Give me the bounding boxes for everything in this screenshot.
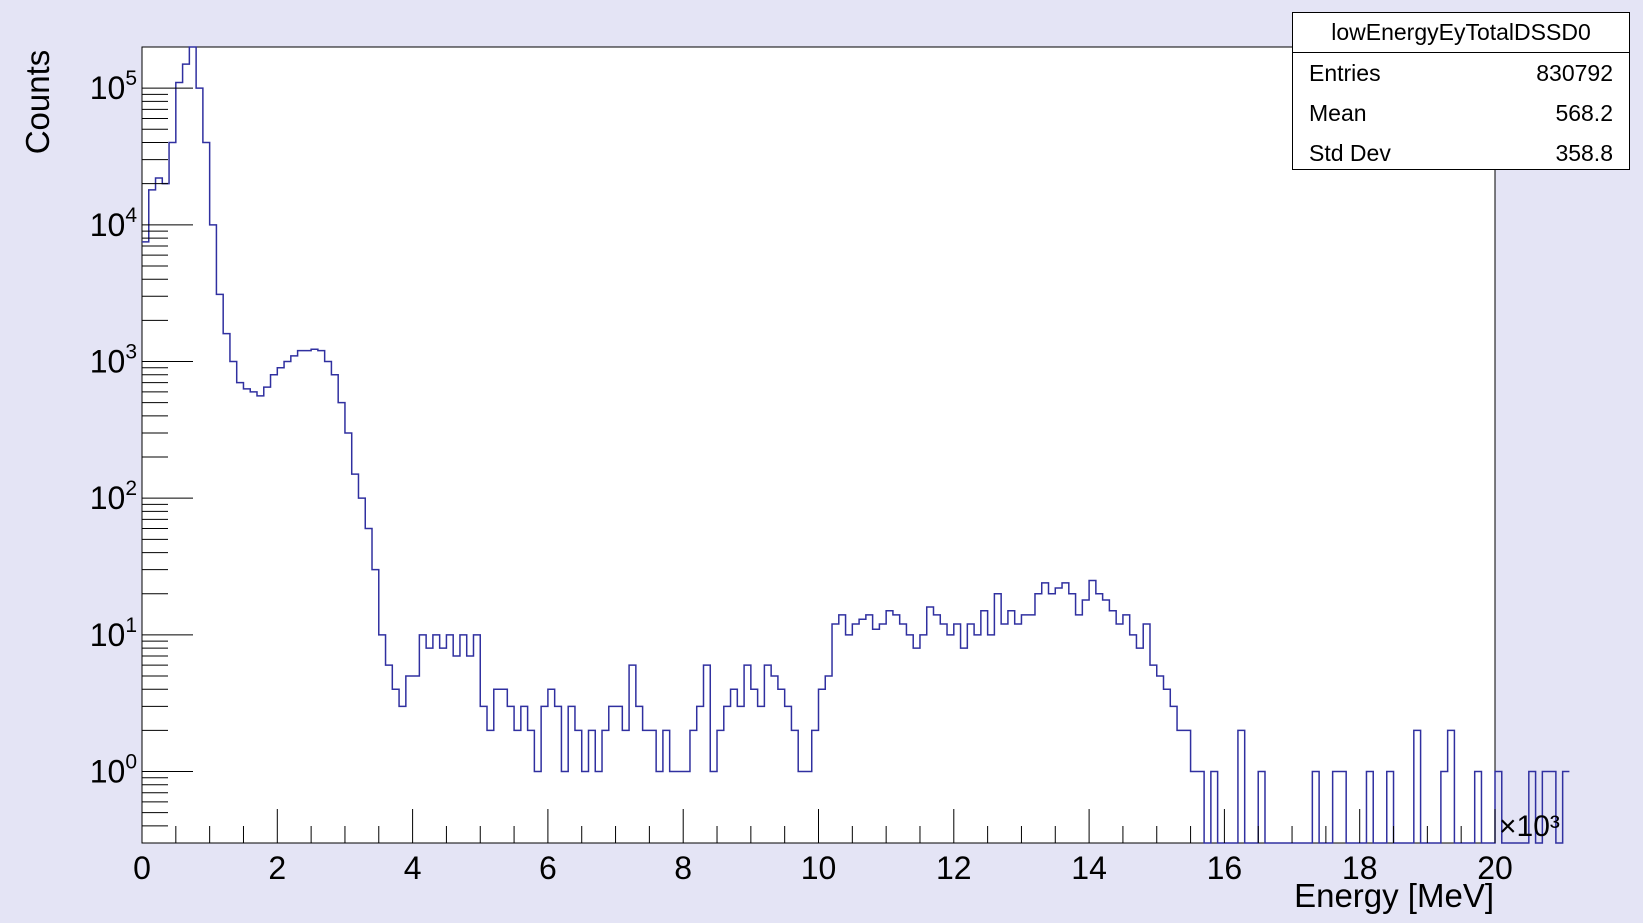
axes: 0 2 4 6 8 10 12 14 16 18 20 100 101 102 103 104 105 [90, 46, 1513, 886]
y-tick-label: 101 [90, 614, 137, 653]
y-tick-label: 102 [90, 477, 137, 516]
x-tick-label: 14 [1071, 850, 1107, 886]
stats-mean-value: 568.2 [1555, 100, 1613, 126]
x-tick-label: 10 [801, 850, 837, 886]
stats-entries-label: Entries [1309, 60, 1381, 86]
x-axis-multiplier: ×10³ [1499, 810, 1560, 843]
stats-mean-label: Mean [1309, 100, 1367, 126]
x-axis-title: Energy [MeV] [1294, 877, 1494, 914]
y-tick-label: 103 [90, 341, 137, 380]
stats-stddev-label: Std Dev [1309, 140, 1391, 166]
histogram-series [142, 46, 1570, 844]
y-tick-label: 105 [90, 67, 137, 106]
stats-stddev-value: 358.8 [1555, 140, 1613, 166]
x-tick-label: 0 [133, 850, 151, 886]
x-tick-label: 20 [1477, 850, 1513, 886]
x-tick-label: 2 [268, 850, 286, 886]
y-tick-label: 104 [90, 204, 138, 243]
y-axis-title: Counts [19, 50, 56, 155]
stats-row-entries: Entries 830792 [1293, 53, 1629, 93]
x-tick-label: 6 [539, 850, 557, 886]
histogram-line [142, 46, 1570, 844]
x-tick-label: 4 [404, 850, 422, 886]
stats-entries-value: 830792 [1536, 60, 1613, 86]
x-tick-label: 16 [1207, 850, 1243, 886]
x-tick-label: 8 [674, 850, 692, 886]
stats-row-stddev: Std Dev 358.8 [1293, 133, 1629, 173]
x-tick-label: 12 [936, 850, 972, 886]
stats-row-mean: Mean 568.2 [1293, 93, 1629, 133]
y-tick-label: 100 [90, 751, 137, 790]
x-tick-label: 18 [1342, 850, 1378, 886]
stats-box: lowEnergyEyTotalDSSD0 Entries 830792 Mea… [1292, 12, 1630, 170]
stats-title: lowEnergyEyTotalDSSD0 [1293, 13, 1629, 53]
